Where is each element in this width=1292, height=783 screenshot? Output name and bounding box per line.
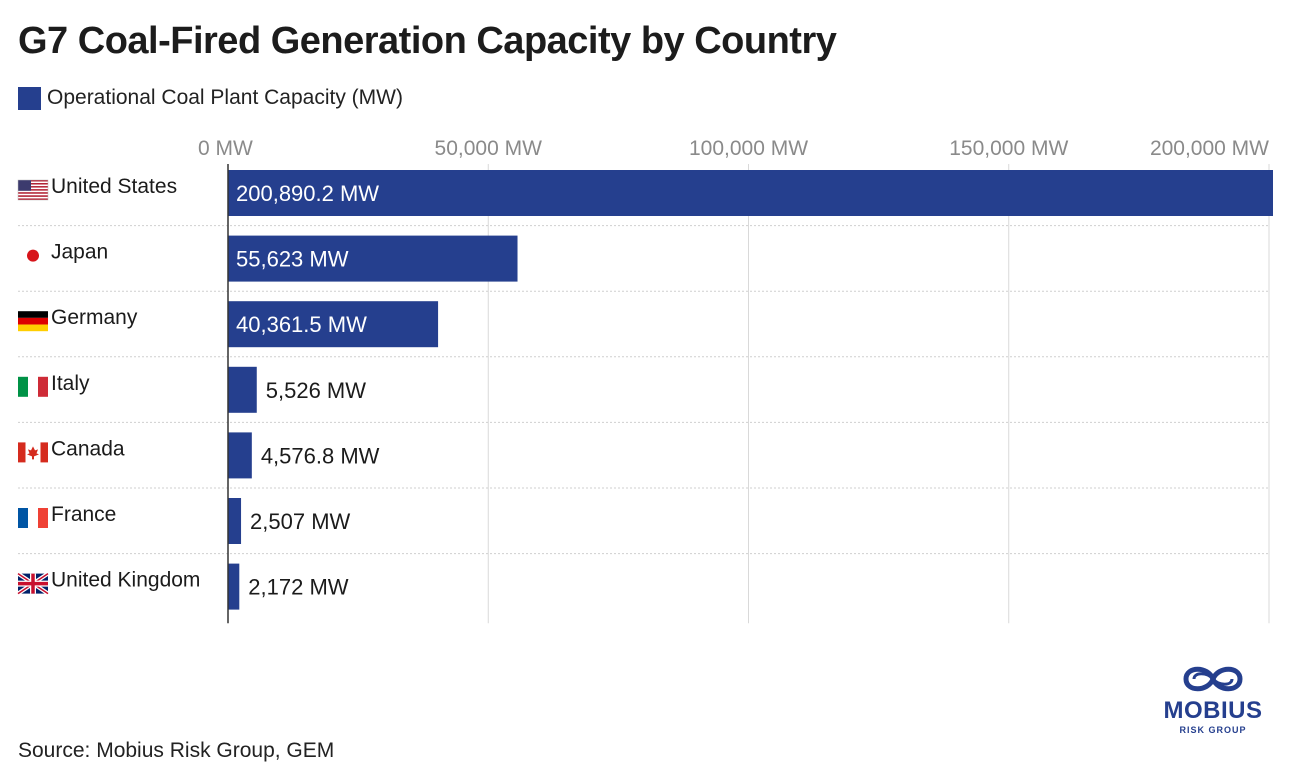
legend-swatch: [18, 86, 41, 110]
mobius-logo-mark-icon: [1183, 666, 1243, 692]
category-label: Canada: [51, 437, 125, 460]
x-tick-label: 0 MW: [198, 137, 253, 160]
logo-subtitle: RISK GROUP: [1179, 725, 1247, 735]
category-label: United States: [51, 175, 177, 198]
data-label: 4,576.8 MW: [261, 443, 380, 468]
logo-name: MOBIUS: [1163, 697, 1263, 724]
data-label: 40,361.5 MW: [236, 312, 367, 337]
data-label: 55,623 MW: [236, 247, 349, 272]
flag-italy-icon: [18, 376, 48, 397]
flag-japan-icon: [27, 249, 39, 262]
flag-uk-icon: [16, 571, 50, 596]
x-tick-label: 50,000 MW: [435, 137, 543, 160]
flag-us-icon: [17, 179, 49, 201]
x-tick-label: 200,000 MW: [1150, 137, 1269, 160]
category-label: France: [51, 503, 116, 526]
bar: [228, 563, 240, 610]
x-tick-label: 100,000 MW: [689, 137, 808, 160]
x-tick-label: 150,000 MW: [949, 137, 1068, 160]
legend: Operational Coal Plant Capacity (MW): [18, 86, 403, 110]
legend-label: Operational Coal Plant Capacity (MW): [47, 86, 403, 109]
bar: [228, 170, 1273, 216]
bar: [228, 301, 439, 348]
category-label: Japan: [51, 241, 108, 264]
category-label: United Kingdom: [51, 569, 200, 592]
flag-canada-icon: [18, 442, 48, 463]
category-label: Germany: [51, 306, 138, 329]
bar: [228, 498, 242, 544]
category-label: Italy: [51, 372, 90, 395]
chart-title: G7 Coal-Fired Generation Capacity by Cou…: [18, 20, 837, 62]
mobius-logo: MOBIUS RISK GROUP: [1148, 662, 1278, 735]
source-note: Source: Mobius Risk Group, GEM: [18, 739, 335, 762]
bar: [228, 432, 252, 479]
flag-france-icon: [18, 508, 48, 528]
data-label: 200,890.2 MW: [236, 181, 379, 206]
data-label: 2,172 MW: [248, 575, 348, 600]
data-label: 5,526 MW: [266, 378, 366, 403]
bar: [228, 366, 257, 413]
flag-germany-icon: [18, 311, 48, 332]
bar: [228, 235, 518, 282]
data-label: 2,507 MW: [250, 509, 350, 534]
